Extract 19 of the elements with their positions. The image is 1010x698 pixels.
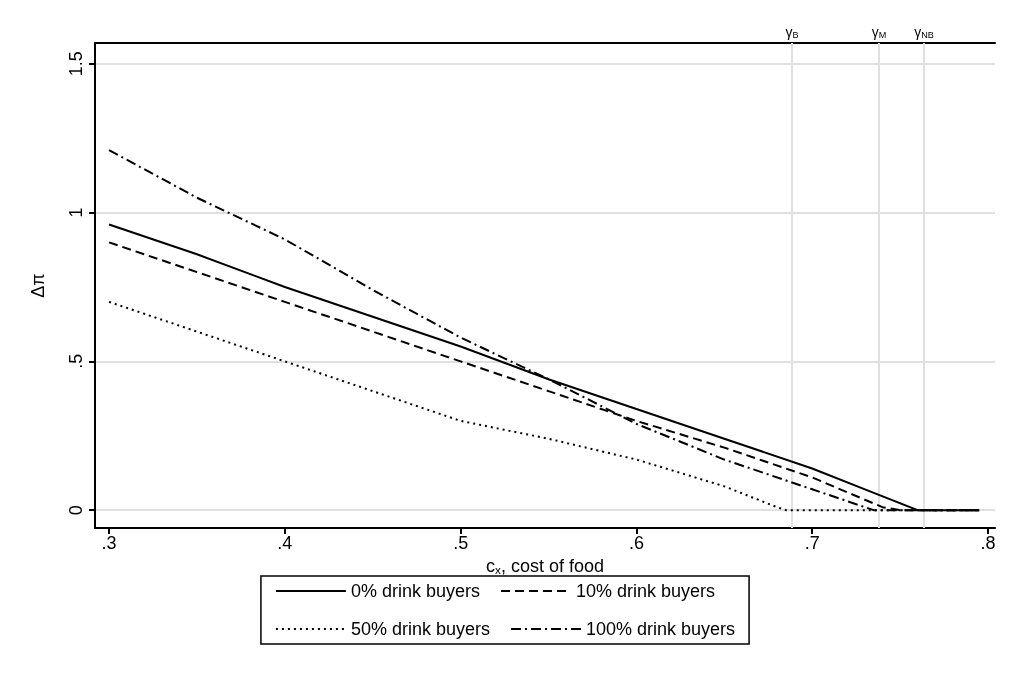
ref-line-label: γNB [914,24,934,40]
y-axis-title: Δπ [28,273,48,298]
legend-label: 50% drink buyers [350,619,490,639]
y-tick-label: 1 [66,207,86,218]
legend-label: 100% drink buyers [585,619,736,639]
y-tick-label: 0 [66,505,86,516]
x-tick-label: .3 [101,533,117,553]
y-tick-label: 1.5 [66,51,86,77]
legend-label: 0% drink buyers [350,581,480,601]
x-tick-label: .6 [628,533,644,553]
legend-label: 10% drink buyers [575,581,716,601]
x-tick-label: .5 [453,533,469,553]
ref-line-label: γM [871,24,887,40]
x-tick-label: .4 [277,533,293,553]
x-axis-title: cx, cost of food [486,555,604,576]
y-tick-label: .5 [66,353,86,369]
ref-line-label: γB [785,24,799,40]
x-tick-label: .7 [804,533,820,553]
x-tick-label: .8 [980,533,996,553]
